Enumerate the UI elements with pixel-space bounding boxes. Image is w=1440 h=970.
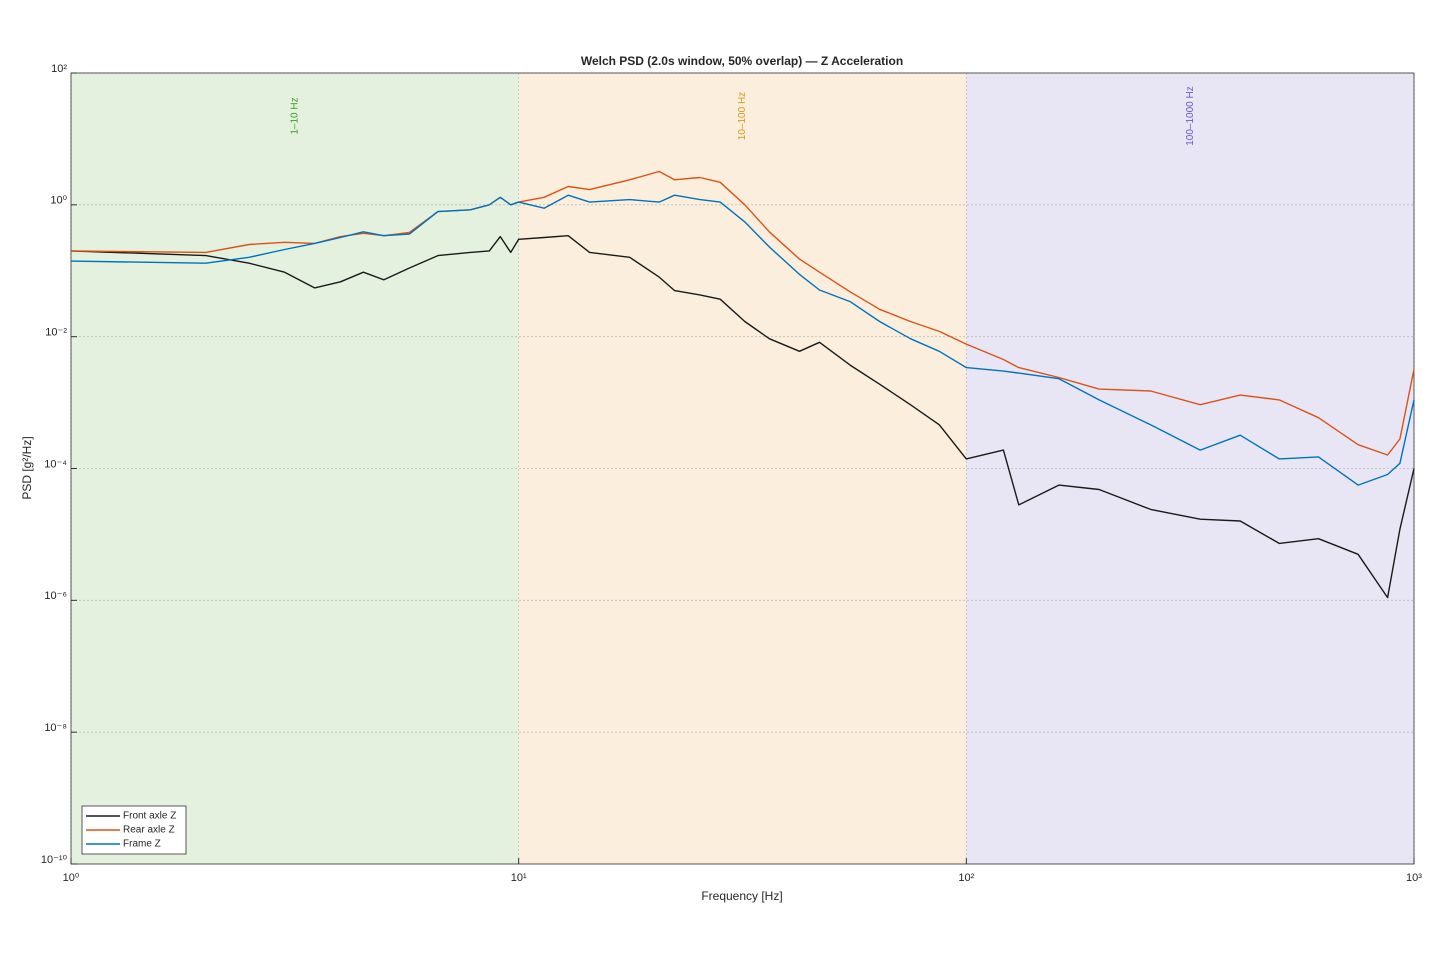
x-tick-label: 10²: [958, 872, 974, 884]
legend-label: Front axle Z: [123, 811, 176, 822]
y-tick-label: 10⁻¹⁰: [41, 854, 68, 866]
y-tick-label: 10²: [51, 63, 67, 75]
series-line: [70, 194, 1415, 486]
y-axis-label: PSD [g²/Hz]: [20, 436, 34, 499]
series-line: [70, 235, 1415, 599]
x-tick-label: 10⁰: [63, 872, 80, 884]
y-tick-label: 10⁻⁴: [44, 458, 67, 470]
band-label: 10–100 Hz: [737, 92, 748, 140]
x-tick-label: 10³: [1406, 872, 1422, 884]
y-tick-label: 10⁻⁸: [44, 722, 67, 734]
legend-label: Frame Z: [123, 839, 161, 850]
band: [966, 73, 1414, 864]
y-tick-label: 10⁻²: [45, 327, 67, 339]
band-label: 1–10 Hz: [289, 97, 300, 134]
x-axis-label: Frequency [Hz]: [701, 889, 782, 903]
y-tick-label: 10⁰: [50, 195, 67, 207]
x-tick-label: 10¹: [511, 872, 527, 884]
legend-label: Rear axle Z: [123, 825, 175, 836]
y-tick-label: 10⁻⁶: [44, 590, 67, 602]
chart-title: Welch PSD (2.0s window, 50% overlap) — Z…: [581, 54, 903, 68]
band-label: 100–1000 Hz: [1185, 86, 1196, 146]
